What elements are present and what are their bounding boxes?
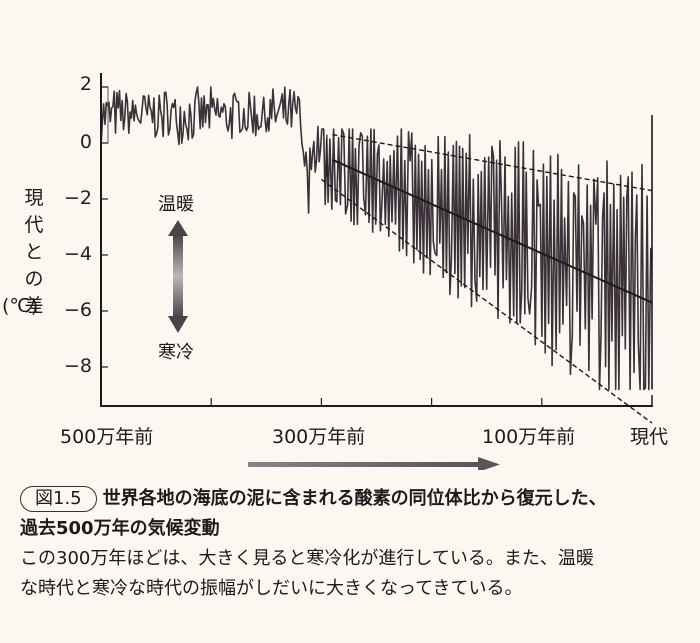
body-paragraph: この300万年ほどは、大きく見ると寒冷化が進行している。また、温暖 な時代と寒冷… <box>20 544 690 604</box>
y-axis-title: 現 代 と の 差 <box>20 185 48 320</box>
caption-title-line2: 過去500万年の気候変動 <box>20 518 220 539</box>
figure-caption: 図1.5 世界各地の海底の泥に含まれる酸素の同位体比から復元した、 <box>20 484 607 512</box>
x-tick-label-present: 現代 <box>630 426 669 448</box>
y-tick-label: −8 <box>63 355 92 377</box>
temperature-line <box>100 86 652 391</box>
y-tick-label: 0 <box>79 131 92 153</box>
y-tick-label: 2 <box>79 73 92 95</box>
x-tick-label-5ma: 500万年前 <box>60 426 154 448</box>
x-tick-label-3ma: 300万年前 <box>272 426 366 448</box>
cold-label: 寒冷 <box>158 342 194 363</box>
y-tick-label: −6 <box>63 299 92 321</box>
temperature-series <box>100 86 652 391</box>
y-axis-title-char: と <box>24 241 44 263</box>
y-axis-ticks <box>101 86 108 368</box>
y-tick-label: −4 <box>63 243 92 265</box>
climate-chart: 現 代 と の 差 (℃) 2 0 −2 −4 −6 −8 温暖 寒冷 500万… <box>2 73 669 472</box>
y-tick-label: −2 <box>63 187 92 209</box>
x-axis-ticks <box>210 395 653 406</box>
warm-cold-double-arrow-icon <box>168 220 188 333</box>
y-axis-title-char: 現 <box>24 187 44 209</box>
y-axis-title-char: の <box>24 268 44 290</box>
caption-title-line1: 世界各地の海底の泥に含まれる酸素の同位体比から復元した、 <box>102 488 607 509</box>
figure-number-badge: 図1.5 <box>20 486 97 512</box>
body-line: この300万年ほどは、大きく見ると寒冷化が進行している。また、温暖 <box>20 548 594 569</box>
y-axis-title-char: 代 <box>24 214 44 236</box>
time-direction-arrow-icon <box>248 457 500 472</box>
y-axis-title-char: 差 <box>24 295 44 317</box>
upper-envelope <box>332 133 653 192</box>
plot-area <box>100 73 653 472</box>
y-axis-unit: (℃) <box>2 295 39 317</box>
lower-envelope <box>320 178 653 424</box>
body-line: な時代と寒冷な時代の振幅がしだいに大きくなってきている。 <box>20 578 523 599</box>
warm-label: 温暖 <box>158 194 194 215</box>
trend-line <box>332 158 653 304</box>
x-tick-label-1ma: 100万年前 <box>482 426 576 448</box>
